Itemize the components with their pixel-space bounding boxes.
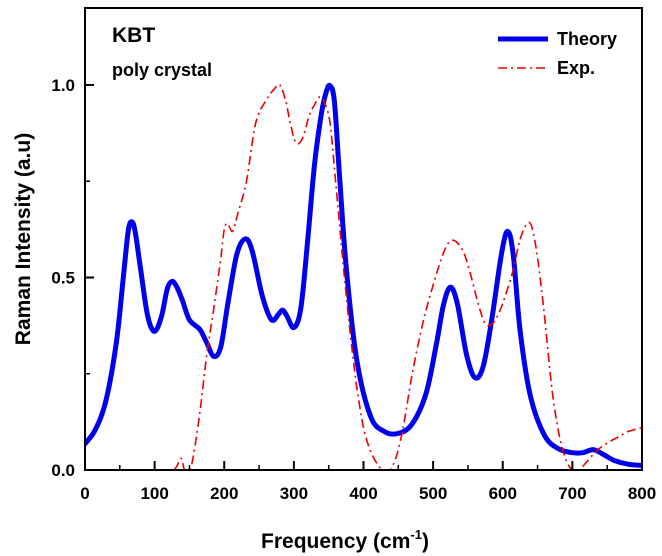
y-tick-label: 0.5	[51, 269, 75, 288]
x-axis-title: Frequency (cm-1)	[261, 527, 429, 553]
x-tick-label: 200	[210, 484, 238, 503]
y-tick-label: 0.0	[51, 461, 75, 480]
y-tick-label: 1.0	[51, 76, 75, 95]
x-tick-label: 400	[349, 484, 377, 503]
legend: Theory Exp.	[498, 29, 617, 78]
y-axis-ticks: 0.0 0.5 1.0	[51, 76, 94, 480]
x-tick-label: 0	[80, 484, 89, 503]
series-line-exp	[173, 83, 642, 470]
x-axis-ticks: 0 100 200 300 400 500 600 700 800	[80, 461, 656, 503]
x-tick-label: 500	[419, 484, 447, 503]
legend-label-exp: Exp.	[557, 58, 595, 78]
sample-label: poly crystal	[112, 60, 212, 80]
x-tick-label: 600	[489, 484, 517, 503]
x-tick-label: 100	[140, 484, 168, 503]
legend-label-theory: Theory	[557, 29, 617, 49]
x-tick-label: 700	[558, 484, 586, 503]
material-label: KBT	[112, 24, 155, 47]
series-line-theory	[85, 82, 642, 468]
series-layer	[85, 82, 642, 470]
x-tick-label: 800	[628, 484, 656, 503]
x-tick-label: 300	[280, 484, 308, 503]
y-axis-title: Raman Intensity (a.u)	[12, 133, 35, 345]
